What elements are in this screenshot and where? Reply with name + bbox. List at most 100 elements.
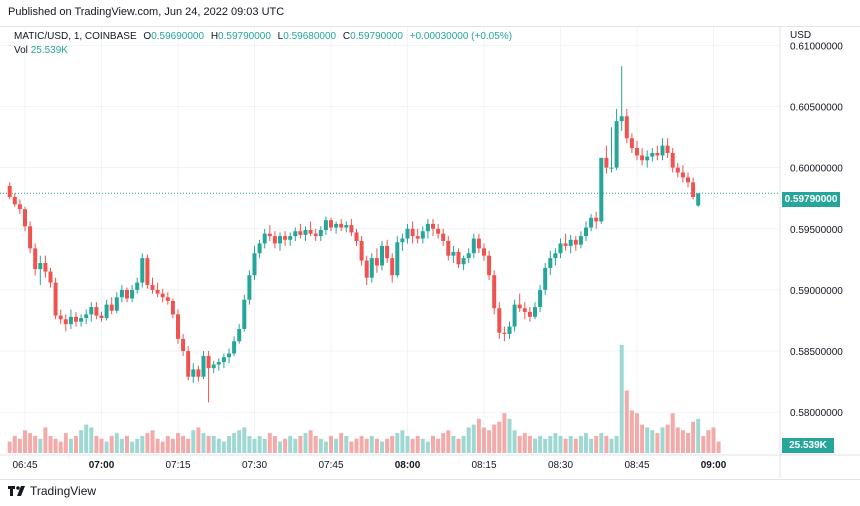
candle-body: [221, 357, 226, 363]
candle-body: [400, 238, 405, 243]
volume-bar: [303, 433, 308, 453]
volume-value: 25.539K: [30, 45, 68, 56]
candle-body: [492, 275, 497, 309]
candle-body: [160, 293, 165, 298]
volume-bar: [170, 438, 175, 453]
candle-body: [461, 258, 466, 265]
candle-body: [691, 182, 696, 197]
volume-bar: [252, 438, 257, 453]
volume-bar: [17, 438, 22, 453]
candle-body: [364, 260, 369, 278]
legend-open-label: O: [143, 31, 152, 42]
candle-body: [12, 196, 17, 205]
x-tick-label: 08:45: [624, 460, 649, 471]
y-tick-label: 0.59500000: [790, 225, 843, 236]
candle-body: [380, 245, 384, 266]
volume-bar: [104, 441, 109, 453]
candle-body: [196, 369, 201, 377]
volume-bar: [599, 433, 604, 453]
candle-body: [278, 236, 282, 244]
volume-bar: [79, 430, 84, 453]
footer-brand-text: TradingView: [30, 484, 97, 498]
candle-body: [359, 241, 364, 261]
candle-body: [140, 258, 145, 283]
volume-bar: [227, 435, 231, 453]
candle-body: [507, 326, 512, 334]
candle-body: [451, 252, 456, 256]
candle-body: [237, 329, 242, 342]
volume-bar: [334, 438, 339, 453]
x-tick-label: 07:45: [318, 460, 343, 471]
candle-body: [584, 227, 588, 237]
volume-bar: [155, 438, 160, 453]
volume-bar: [680, 430, 685, 453]
volume-bar: [349, 441, 354, 453]
candle-body: [645, 156, 650, 161]
candle-body: [89, 307, 94, 315]
volume-bar: [431, 435, 435, 453]
candle-body: [176, 314, 180, 339]
legend-close: 0.59790000: [350, 31, 403, 42]
volume-bar: [670, 413, 675, 453]
candle-body: [125, 289, 129, 299]
candle-body: [599, 157, 604, 222]
candle-body: [512, 304, 517, 327]
candle-body: [7, 185, 12, 197]
y-tick-label: 0.58000000: [790, 408, 843, 419]
volume-legend: Vol 25.539K: [14, 45, 68, 56]
candle-body: [79, 318, 84, 322]
volume-bar: [99, 438, 104, 453]
candle-body: [43, 263, 48, 272]
volume-bar: [614, 435, 619, 453]
volume-bar: [390, 435, 395, 453]
volume-bar: [262, 438, 267, 453]
volume-bar: [160, 441, 165, 453]
volume-bar: [482, 427, 486, 453]
candle-body: [441, 233, 446, 241]
candle-body: [502, 332, 507, 334]
volume-bar: [522, 433, 527, 453]
x-tick-label: 07:00: [89, 460, 115, 471]
candle-body: [63, 319, 68, 325]
volume-bar: [502, 413, 507, 453]
candle-body: [431, 223, 435, 229]
volume-bar: [660, 427, 665, 453]
volume-bar: [48, 435, 53, 453]
candle-body: [660, 145, 665, 156]
candle-body: [130, 289, 135, 299]
x-tick-label: 08:30: [548, 460, 573, 471]
volume-bar: [558, 435, 563, 453]
candle-body: [216, 362, 221, 365]
x-tick-label: 07:15: [165, 460, 190, 471]
volume-bar: [400, 430, 405, 453]
y-tick-label: 0.59000000: [790, 286, 843, 297]
candle-body: [497, 308, 502, 333]
candle-body: [323, 220, 328, 230]
volume-bar: [538, 435, 543, 453]
volume-bar: [675, 427, 680, 453]
candle-body: [553, 253, 558, 259]
volume-bar: [686, 433, 690, 453]
candle-body: [104, 304, 109, 319]
candle-body: [405, 228, 410, 239]
volume-bar: [405, 435, 410, 453]
candle-body: [696, 193, 701, 206]
volume-bar: [711, 427, 716, 453]
volume-bar: [339, 433, 344, 453]
candle-body: [38, 263, 43, 270]
volume-bar: [313, 435, 318, 453]
volume-bar: [359, 435, 364, 453]
candle-body: [303, 229, 308, 235]
volume-bar: [63, 433, 68, 453]
candle-body: [686, 177, 690, 183]
footer-brand[interactable]: TradingView: [8, 484, 96, 498]
candle-body: [242, 299, 247, 330]
candle-body: [170, 300, 175, 315]
volume-bar: [645, 427, 650, 453]
volume-bar: [272, 435, 277, 453]
volume-bar: [497, 421, 502, 453]
candle-body: [650, 152, 655, 157]
volume-bar: [186, 438, 191, 453]
candle-body: [385, 245, 390, 259]
